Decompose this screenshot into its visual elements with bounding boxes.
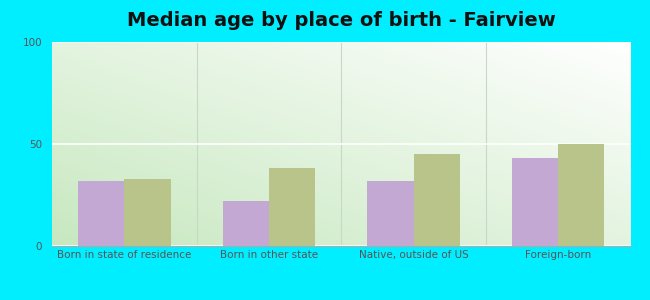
Bar bbox=[269, 169, 315, 246]
Bar bbox=[223, 201, 269, 246]
Bar bbox=[413, 154, 460, 246]
Bar bbox=[367, 181, 413, 246]
Bar bbox=[558, 144, 605, 246]
Bar bbox=[512, 158, 558, 246]
Title: Median age by place of birth - Fairview: Median age by place of birth - Fairview bbox=[127, 11, 556, 29]
Bar bbox=[124, 179, 170, 246]
Bar bbox=[78, 181, 124, 246]
